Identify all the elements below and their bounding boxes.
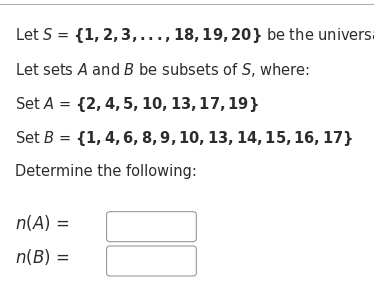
Text: $\mathbf{\mathit{n(A)}}$ =: $\mathbf{\mathit{n(A)}}$ = bbox=[15, 213, 69, 233]
FancyBboxPatch shape bbox=[107, 212, 196, 242]
Text: Determine the following:: Determine the following: bbox=[15, 164, 197, 179]
Text: $\mathbf{\mathit{n(B)}}$ =: $\mathbf{\mathit{n(B)}}$ = bbox=[15, 247, 69, 267]
Text: Let sets $\mathbf{\mathit{A}}$ and $\mathbf{\mathit{B}}$ be subsets of $\mathbf{: Let sets $\mathbf{\mathit{A}}$ and $\mat… bbox=[15, 61, 310, 79]
Text: Let $\mathbf{\mathit{S}}$ = $\mathbf{\{1, 2, 3, ..., 18, 19, 20\}}$ be the unive: Let $\mathbf{\mathit{S}}$ = $\mathbf{\{1… bbox=[15, 26, 374, 45]
FancyBboxPatch shape bbox=[107, 246, 196, 276]
Text: Set $\mathbf{\mathit{A}}$ = $\mathbf{\{2, 4, 5, 10, 13, 17, 19\}}$: Set $\mathbf{\mathit{A}}$ = $\mathbf{\{2… bbox=[15, 95, 258, 114]
Text: Set $\mathbf{\mathit{B}}$ = $\mathbf{\{1, 4, 6, 8, 9, 10, 13, 14, 15, 16, 17\}}$: Set $\mathbf{\mathit{B}}$ = $\mathbf{\{1… bbox=[15, 129, 353, 148]
